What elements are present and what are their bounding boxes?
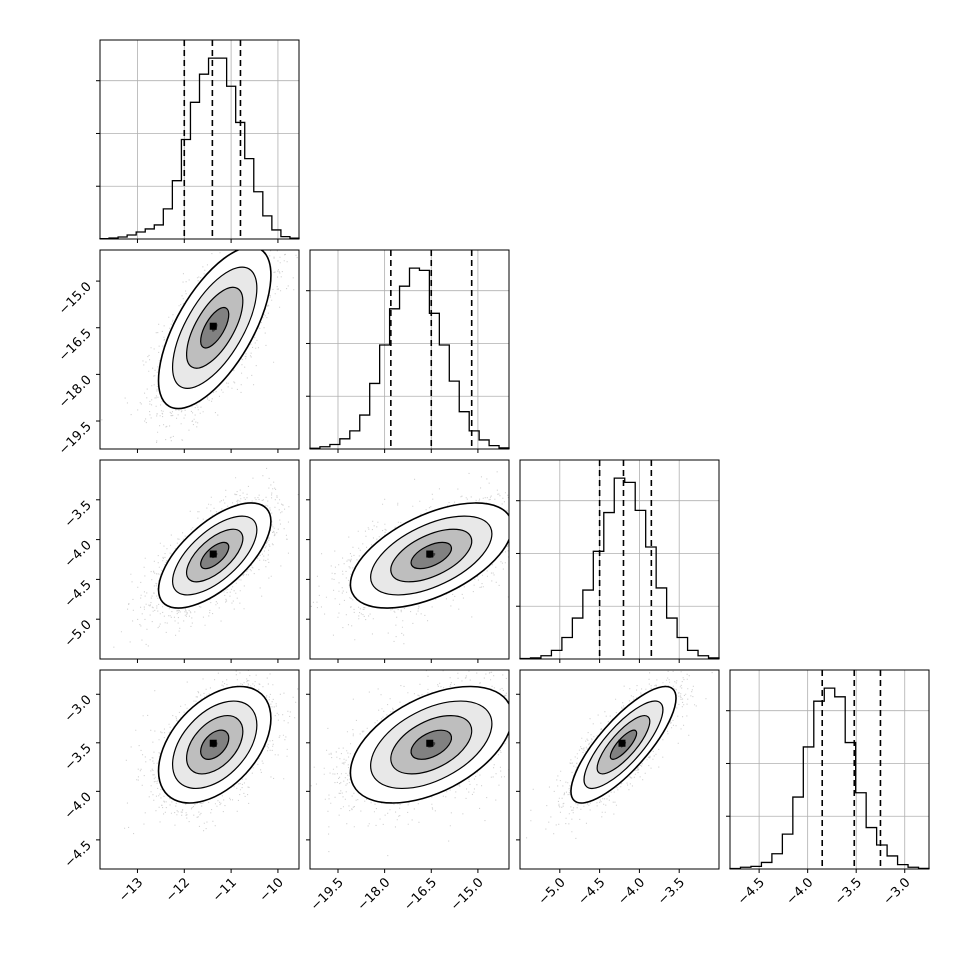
- panel-content: [113, 467, 299, 648]
- density-peak: [209, 739, 217, 747]
- panel-frame: [519, 669, 720, 870]
- panel-frame: [309, 669, 510, 870]
- histogram-step: [519, 477, 720, 660]
- scatter-panel-2-1: [309, 459, 510, 660]
- histogram-step: [309, 267, 510, 449]
- x-tick-label: −12: [163, 875, 193, 905]
- y-tick-label: −5.0: [62, 617, 95, 650]
- scatter-panel-3-1: [309, 669, 510, 870]
- y-tick-label: −4.5: [62, 838, 95, 871]
- histogram-panel-3: [726, 669, 930, 870]
- x-tick-label: −11: [210, 875, 240, 905]
- y-tick-label: −4.0: [62, 790, 95, 823]
- y-tick-label: −3.5: [62, 741, 95, 774]
- x-tick-label: −13: [116, 875, 146, 905]
- panel-frame: [99, 249, 300, 450]
- x-tick-label: −10: [257, 875, 287, 905]
- panel-frame: [309, 459, 510, 660]
- histogram-panel-2: [516, 459, 720, 660]
- y-tick-label: −3.0: [62, 692, 95, 725]
- panel-frame: [519, 459, 720, 660]
- scatter-panel-3-0: [99, 669, 300, 870]
- y-tick-label: −15.0: [56, 279, 95, 318]
- x-tick-label: −19.5: [308, 875, 347, 914]
- x-tick-label: −18.0: [355, 875, 394, 914]
- panel-frame: [729, 669, 930, 870]
- histogram-step: [729, 687, 930, 870]
- scatter-panel-1-0: [99, 249, 300, 450]
- y-tick-label: −19.5: [56, 419, 95, 458]
- panel-content: [124, 670, 299, 835]
- panel-frame: [99, 39, 300, 240]
- histogram-panel-1: [306, 249, 510, 450]
- y-tick-label: −4.5: [62, 578, 95, 611]
- x-tick-label: −3.0: [881, 875, 914, 908]
- x-tick-label: −5.0: [536, 875, 569, 908]
- x-tick-label: −4.0: [615, 875, 648, 908]
- scatter-panel-2-0: [99, 459, 300, 660]
- panel-content: [310, 670, 509, 857]
- histogram-panel-0: [96, 39, 300, 240]
- x-tick-label: −4.5: [575, 875, 608, 908]
- y-tick-label: −18.0: [56, 373, 95, 412]
- panel-frame: [99, 459, 300, 660]
- density-peak: [618, 739, 626, 747]
- histogram-step: [99, 57, 300, 240]
- x-tick-label: −16.5: [401, 875, 440, 914]
- scatter-panel-3-2: [519, 669, 720, 870]
- density-peak: [209, 322, 217, 330]
- panel-content: [526, 670, 713, 839]
- density-peak: [426, 550, 434, 558]
- y-tick-label: −3.5: [62, 498, 95, 531]
- x-tick-label: −4.5: [735, 875, 768, 908]
- x-tick-label: −3.5: [832, 875, 865, 908]
- x-tick-label: −3.5: [655, 875, 688, 908]
- y-tick-label: −4.0: [62, 538, 95, 571]
- density-peak: [209, 550, 217, 558]
- panel-frame: [309, 249, 510, 450]
- density-peak: [426, 739, 434, 747]
- y-tick-label: −16.5: [56, 326, 95, 365]
- panel-frame: [99, 669, 300, 870]
- panel-content: [310, 471, 509, 645]
- x-tick-label: −4.0: [784, 875, 817, 908]
- x-tick-label: −15.0: [448, 875, 487, 914]
- panel-content: [101, 250, 299, 449]
